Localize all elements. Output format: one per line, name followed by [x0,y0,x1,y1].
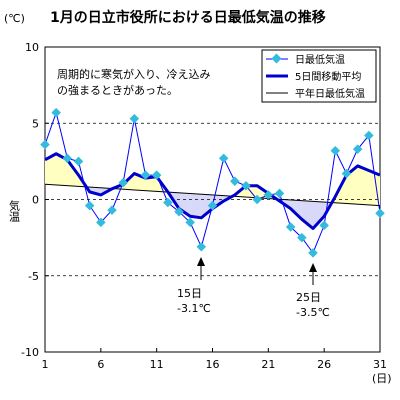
unit-label: (℃) [4,12,25,25]
daily-point [162,197,173,208]
fill-below-normal [190,193,202,218]
fill-above-normal [145,176,157,192]
daily-point [241,180,251,191]
daily-point [330,145,341,156]
legend-moving-avg-label: 5日間移動平均 [295,70,361,83]
daily-point [285,222,296,232]
fill-above-normal [56,153,68,186]
daily-point [263,190,274,200]
x-axis-label: (日) [372,372,392,385]
daily-point [129,113,140,124]
x-tick-label: 31 [373,358,387,371]
fill-below-normal [313,201,325,229]
legend: 日最低気温 5日間移動平均 平年日最低気温 [261,49,377,103]
daily-point [84,200,95,211]
note-line-1: 周期的に寒気が入り、冷え込み [57,67,211,81]
y-tick-label: 0 [32,194,39,207]
daily-point [118,177,129,188]
daily-point [51,107,62,118]
daily-point [352,144,363,155]
y-tick-label: 5 [32,117,39,130]
daily-point [308,248,318,258]
callout-25-arrow [309,263,317,285]
daily-point [107,205,117,216]
y-axis-label: 気温 [8,199,21,222]
x-tick-label: 11 [150,358,164,371]
x-tick-label: 1 [42,358,49,371]
callout-15-arrow [197,257,205,280]
daily-point [218,153,229,164]
y-tick-label: -10 [21,346,39,359]
daily-point [73,156,84,167]
fill-above-normal [357,165,369,205]
daily-point [95,217,106,228]
callout-15-temp: -3.1℃ [177,302,211,315]
x-tick-label: 26 [317,358,331,371]
x-tick-label: 6 [97,358,104,371]
grid-lines [45,122,380,277]
callout-25-day: 25日 [296,291,321,304]
y-tick-label: 10 [25,41,39,54]
callout-25-temp: -3.5℃ [296,306,330,319]
daily-point [296,232,307,243]
daily-point [274,188,285,199]
chart-title: 1月の日立市役所における日最低気温の推移 [50,9,326,26]
series-daily-line [44,110,381,254]
note-line-2: の強まるときがあった。 [57,83,178,97]
fill-above-normal [67,159,79,187]
daily-point [140,170,151,180]
x-tick-label: 21 [261,358,275,371]
callout-15-day: 15日 [177,287,202,300]
daily-point [252,194,263,205]
fill-above-normal [45,153,57,185]
daily-point [185,217,196,228]
daily-point [196,241,207,252]
daily-point [174,206,184,217]
legend-normal-label: 平年日最低気温 [295,87,365,100]
fill-below-normal [201,194,213,218]
fill-below-normal [290,199,302,220]
daily-point [229,176,240,187]
x-tick-label: 16 [206,358,220,371]
series-group [40,107,385,258]
daily-point [319,220,330,231]
legend-daily-label: 日最低気温 [295,53,345,66]
daily-point [363,130,374,141]
daily-point [375,208,385,219]
daily-point [341,168,352,179]
y-tick-label: -5 [28,270,39,283]
daily-point [40,139,50,150]
daily-point [207,200,218,211]
daily-point [62,153,73,164]
daily-point [151,170,162,180]
series-normal-line [44,183,381,207]
